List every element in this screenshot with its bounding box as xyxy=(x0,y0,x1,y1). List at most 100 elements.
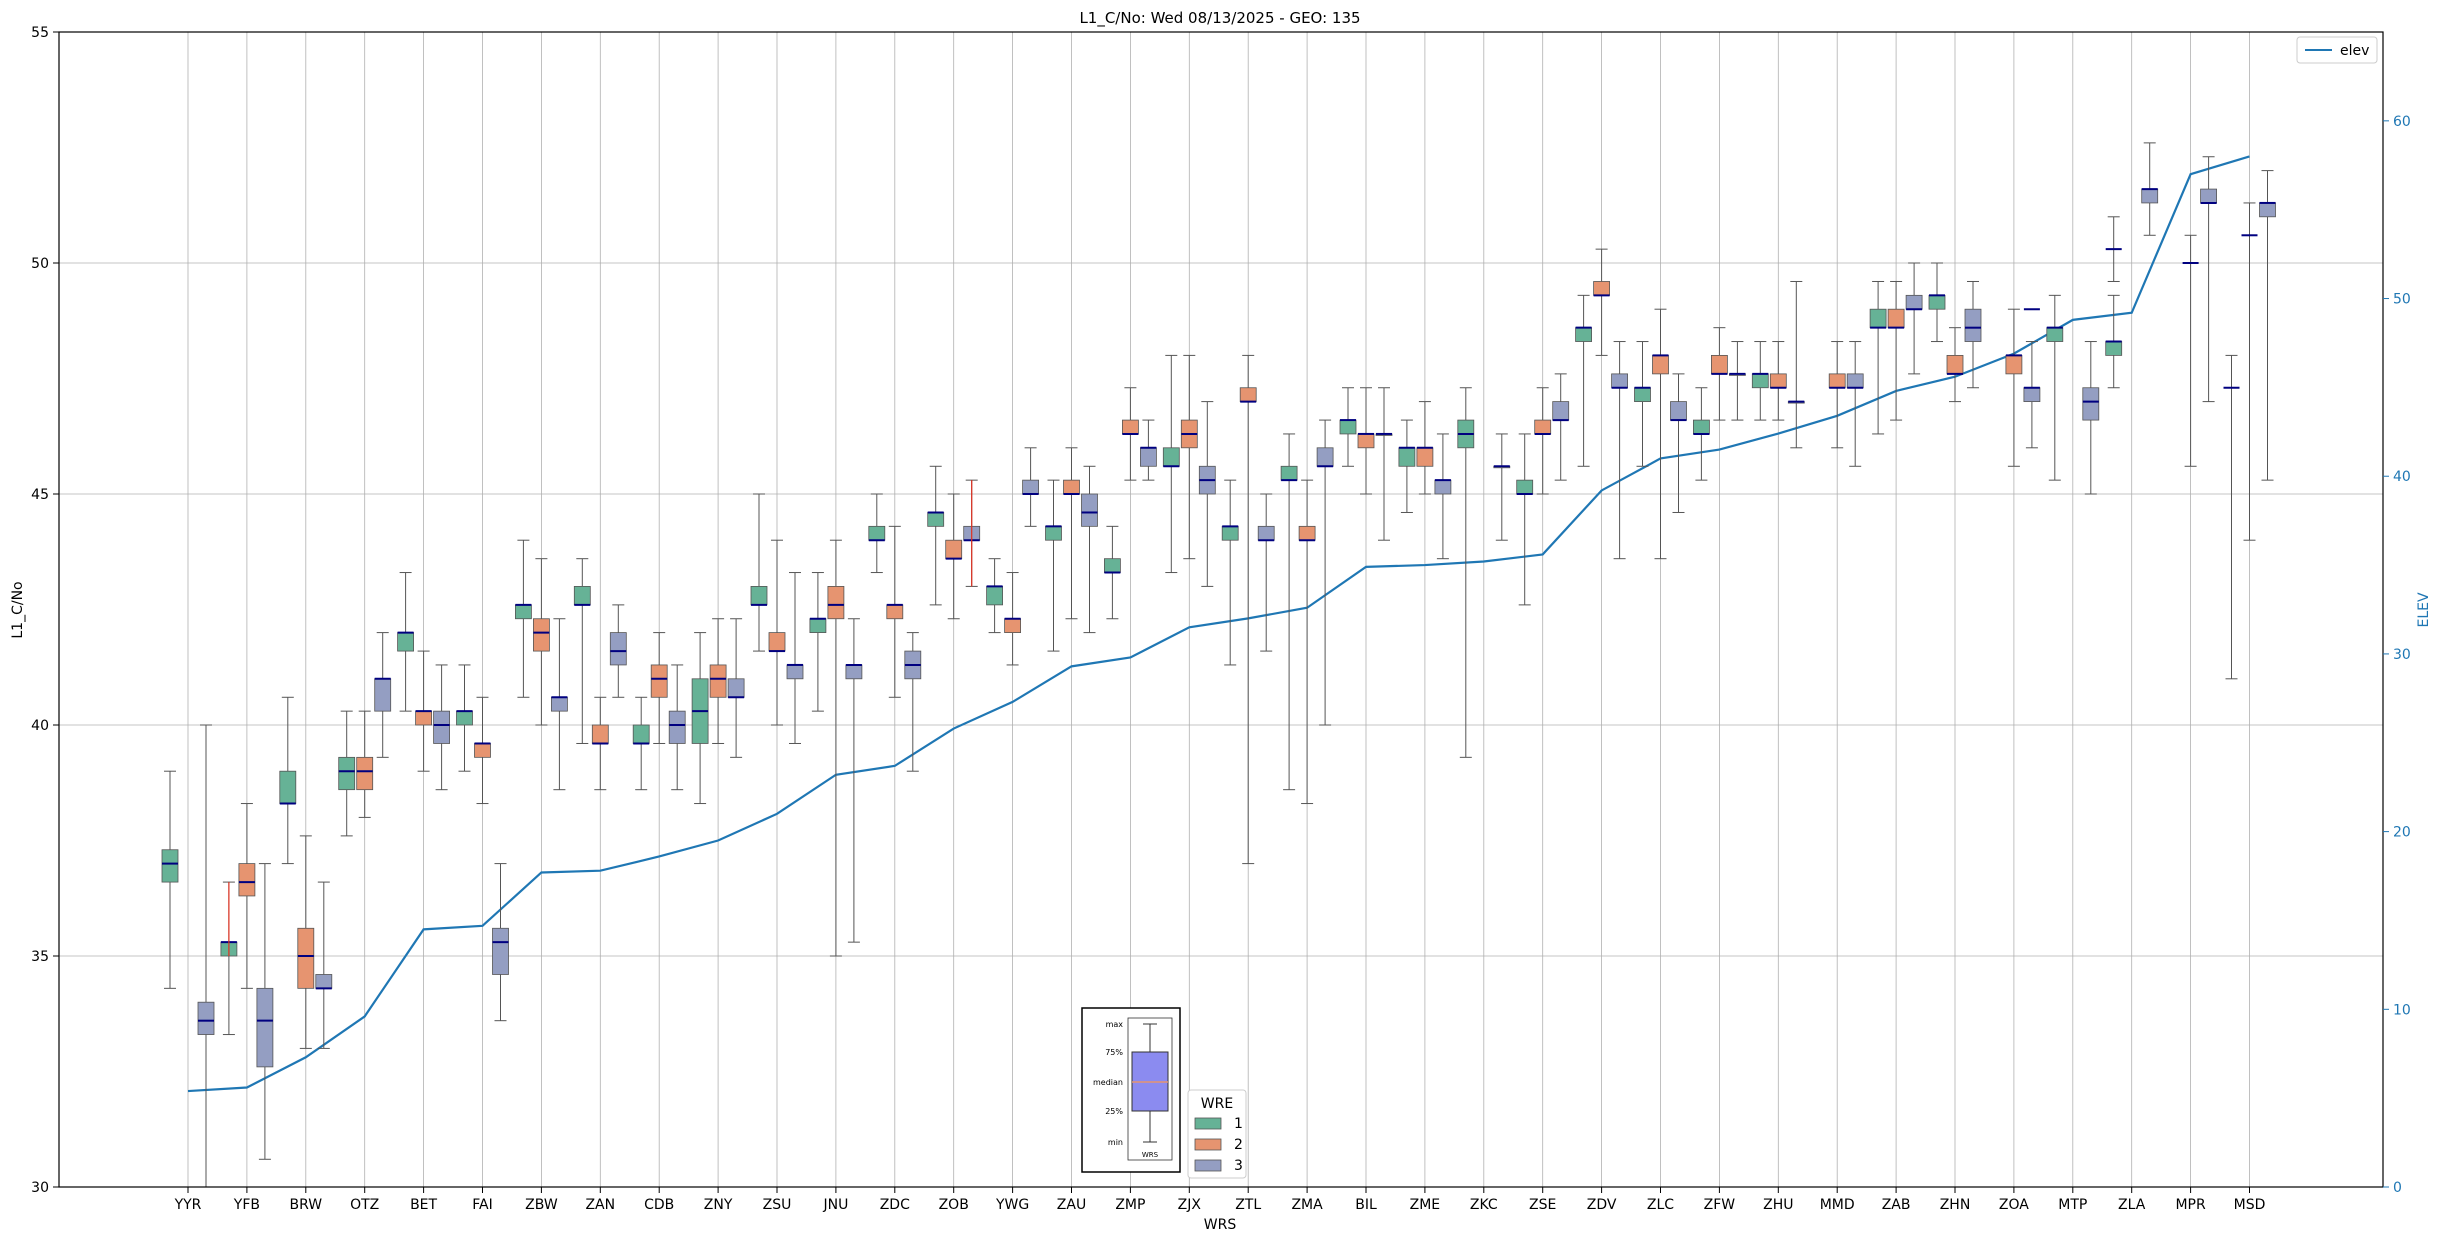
box-body xyxy=(161,849,179,883)
box-body xyxy=(2046,327,2064,342)
box-body xyxy=(515,604,532,620)
y-tick-label: 35 xyxy=(31,949,49,965)
y2-tick-label: 50 xyxy=(2393,292,2411,308)
box-1-otz xyxy=(338,710,356,837)
box-1-zdc xyxy=(868,493,886,574)
box-3-zkc xyxy=(1493,433,1511,541)
box-1-ywg xyxy=(986,558,1003,634)
box-body xyxy=(1081,493,1098,527)
box-3-zfw xyxy=(1729,341,1746,421)
box-body xyxy=(1357,433,1375,449)
box-1-zse xyxy=(1516,433,1534,606)
box-body xyxy=(786,664,804,680)
box-body xyxy=(338,756,356,791)
box-3-ywg xyxy=(1022,447,1039,527)
box-1-zob xyxy=(927,465,945,606)
box-body xyxy=(1434,479,1452,495)
box-body xyxy=(927,512,945,527)
box-3-mtp xyxy=(2082,341,2100,495)
plot-frame xyxy=(58,31,2384,1188)
x-tick-label: ZAN xyxy=(585,1197,615,1213)
box-body xyxy=(474,743,491,758)
box-body xyxy=(1552,401,1570,421)
box-body xyxy=(1611,373,1628,389)
box-body xyxy=(886,604,904,620)
box-3-zhn xyxy=(1964,280,1982,389)
box-body xyxy=(1869,308,1887,329)
box-1-zab xyxy=(1869,280,1887,435)
box-body xyxy=(1575,327,1592,342)
y-tick-label: 40 xyxy=(31,718,49,734)
box-3-zan xyxy=(609,604,627,698)
box-2-zme xyxy=(1416,401,1434,495)
box-1-zfw xyxy=(1693,387,1710,481)
marker-1-msd xyxy=(2223,354,2240,680)
box-body xyxy=(374,678,392,712)
x-tick-label: ZBW xyxy=(525,1197,558,1213)
box-1-mtp xyxy=(2046,294,2064,481)
x-tick-label: ZNY xyxy=(704,1197,733,1213)
x-axis-label: WRS xyxy=(1204,1217,1237,1233)
y-tick-label: 55 xyxy=(31,25,49,41)
box-body xyxy=(632,724,650,744)
box-1-zma xyxy=(1280,433,1298,791)
x-tick-label: ZKC xyxy=(1470,1197,1498,1213)
box-2-bet xyxy=(415,650,433,772)
box-body xyxy=(609,632,627,666)
box-3-zlc xyxy=(1670,373,1687,513)
x-tick-label: CDB xyxy=(644,1197,674,1213)
box-body xyxy=(845,664,863,680)
box-body xyxy=(1022,479,1039,495)
box-3-zmp xyxy=(1140,419,1157,481)
box-body xyxy=(768,632,786,652)
box-body xyxy=(1828,373,1846,389)
box-3-mmd xyxy=(1846,341,1864,467)
box-2-zse xyxy=(1534,387,1552,495)
x-tick-label: ZOB xyxy=(939,1197,969,1213)
wre-legend-swatch-2 xyxy=(1194,1138,1222,1151)
x-tick-label: ZSU xyxy=(763,1197,792,1213)
y-tick-label: 50 xyxy=(31,256,49,272)
y-tick-label: 45 xyxy=(31,487,49,503)
box-2-bil xyxy=(1357,387,1375,495)
box-body xyxy=(2023,387,2041,402)
box-2-brw xyxy=(297,835,315,1049)
box-body xyxy=(492,927,509,975)
box-body xyxy=(827,586,845,620)
box-3-zme xyxy=(1434,433,1452,560)
inset-label-min: min xyxy=(1108,1138,1123,1147)
x-tick-label: ZDC xyxy=(880,1197,910,1213)
box-3-zab xyxy=(1905,262,1923,375)
box-3-zoa xyxy=(2023,341,2041,449)
box-body xyxy=(2005,354,2023,375)
box-2-zlc xyxy=(1652,308,1669,560)
x-tick-label: MMD xyxy=(1820,1197,1855,1213)
wre-legend-label-1: 1 xyxy=(1234,1116,1243,1132)
box-body xyxy=(591,724,609,744)
box-3-jnu xyxy=(845,618,863,943)
wre-legend-label-3: 3 xyxy=(1234,1158,1243,1174)
x-tick-label: OTZ xyxy=(350,1197,379,1213)
box-3-zma xyxy=(1316,419,1334,726)
box-2-zhn xyxy=(1946,327,1964,403)
inset-label-median: median xyxy=(1093,1078,1123,1087)
box-body xyxy=(668,710,686,744)
box-2-zab xyxy=(1887,280,1905,421)
marker-1-zla xyxy=(2105,216,2122,282)
elev-line-layer xyxy=(187,155,2250,1093)
wre-legend-swatch-1 xyxy=(1194,1117,1222,1130)
box-key-inset: max 75% median 25% min WRS xyxy=(1081,1007,1181,1173)
x-tick-label: ZMP xyxy=(1115,1197,1145,1213)
box-3-zhu xyxy=(1787,280,1805,449)
box-body xyxy=(1122,419,1139,435)
x-tick-label: ZSE xyxy=(1529,1197,1556,1213)
box-2-zau xyxy=(1063,447,1080,620)
elev-legend-label: elev xyxy=(2340,43,2369,59)
y2-tick-label: 10 xyxy=(2393,1002,2411,1018)
box-2-fai xyxy=(474,696,491,805)
x-tick-label: ZDV xyxy=(1587,1197,1617,1213)
box-body xyxy=(315,974,333,989)
box-1-zkc xyxy=(1457,387,1475,758)
x-tick-label: ZTL xyxy=(1235,1197,1261,1213)
box-1-bil xyxy=(1339,387,1357,467)
